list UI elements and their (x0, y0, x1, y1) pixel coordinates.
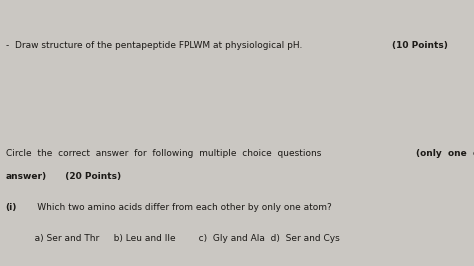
Text: (i): (i) (6, 203, 17, 213)
Text: (10 Points): (10 Points) (392, 41, 447, 50)
Text: Which two amino acids differ from each other by only one atom?: Which two amino acids differ from each o… (20, 203, 332, 213)
Text: (20 Points): (20 Points) (59, 172, 121, 181)
Text: (only  one  correct: (only one correct (416, 149, 474, 158)
Text: -  Draw structure of the pentapeptide FPLWM at physiological pH.: - Draw structure of the pentapeptide FPL… (6, 41, 305, 50)
Text: a) Ser and Thr     b) Leu and Ile        c)  Gly and Ala  d)  Ser and Cys: a) Ser and Thr b) Leu and Ile c) Gly and… (26, 234, 340, 243)
Text: answer): answer) (6, 172, 47, 181)
Text: Circle  the  correct  answer  for  following  multiple  choice  questions: Circle the correct answer for following … (6, 149, 324, 158)
